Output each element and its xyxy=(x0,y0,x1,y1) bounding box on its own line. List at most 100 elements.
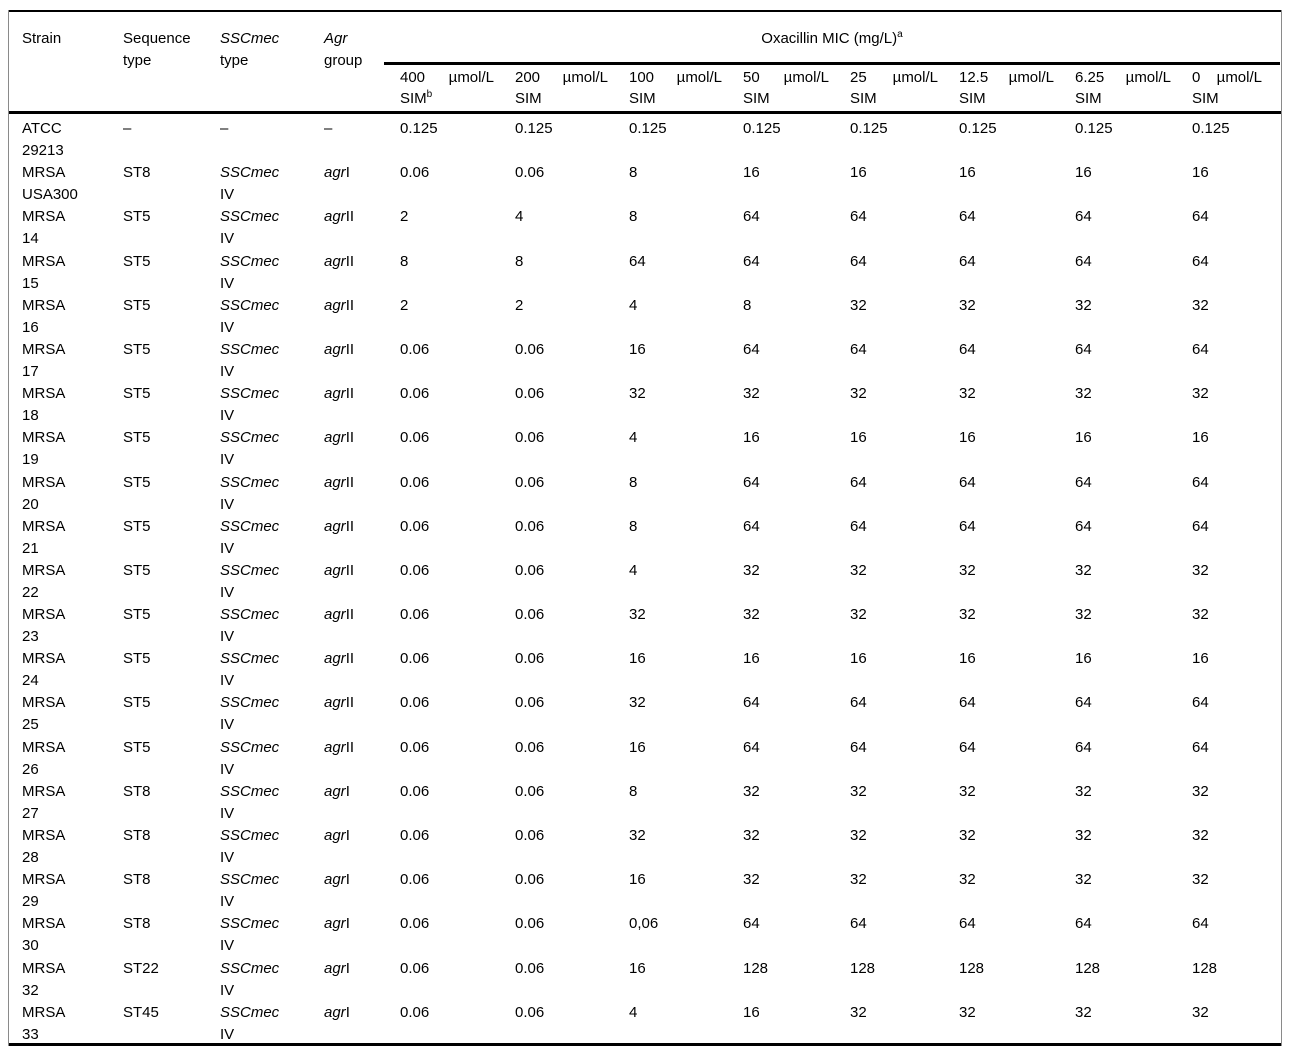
mic-value-cell: 32 xyxy=(850,871,867,889)
table-row: MRSA 22 ST5 SSCmec IV agrII 0.06 0.06 4 32 32 32 32 3… xyxy=(9,557,1281,601)
sccmec-type-cell: SSCmec IV xyxy=(220,429,280,469)
mic-value-cell: 32 xyxy=(1075,385,1092,403)
mic-value-cell: 8 xyxy=(400,252,409,270)
mic-value-cell: 0.06 xyxy=(515,473,545,491)
mic-value-cell: 2 xyxy=(400,296,409,314)
agr-group-cell: agrII xyxy=(324,208,355,226)
mic-value-cell: 64 xyxy=(850,517,867,535)
agr-group-cell: agrII xyxy=(324,694,355,712)
sccmec-type-cell: – xyxy=(220,120,229,137)
mic-value-cell: 64 xyxy=(959,517,976,535)
strain-cell: ATCC 29213 xyxy=(22,120,64,159)
agr-group-cell: agrII xyxy=(324,650,355,668)
sccmec-type-cell: SSCmec IV xyxy=(220,871,280,911)
sequence-type-cell: ST5 xyxy=(123,694,151,712)
mic-value-cell: 0.06 xyxy=(515,517,545,535)
mic-value-cell: 16 xyxy=(1192,429,1209,447)
sccmec-type-cell: SSCmec IV xyxy=(220,517,280,557)
mic-value-cell: 32 xyxy=(743,827,760,844)
mic-value-cell: 32 xyxy=(850,827,867,844)
table-row: MRSA 14 ST5 SSCmec IV agrII 2 4 8 64 64 64 64 64 xyxy=(9,203,1281,247)
table-row: MRSA 19 ST5 SSCmec IV agrII 0.06 0.06 4 16 16 16 16 1… xyxy=(9,424,1281,468)
sccmec-type-cell: SSCmec IV xyxy=(220,164,280,204)
mic-value-cell: 32 xyxy=(959,782,976,800)
strain-cell: MRSA 14 xyxy=(22,208,66,248)
agr-group-cell: agrI xyxy=(324,1003,350,1021)
mic-value-cell: 32 xyxy=(743,782,760,800)
sequence-type-cell: ST5 xyxy=(123,473,151,491)
table-row: MRSA 29 ST8 SSCmec IV agrI 0.06 0.06 16 32 32 32 32 3… xyxy=(9,866,1281,910)
mic-value-cell: 0.06 xyxy=(515,959,545,977)
table-row: MRSA 21 ST5 SSCmec IV agrII 0.06 0.06 8 64 64 64 64 6… xyxy=(9,513,1281,557)
mic-value-cell: 0.06 xyxy=(400,959,430,977)
mic-value-cell: 0.06 xyxy=(400,606,430,624)
agr-group-cell: agrII xyxy=(324,738,355,756)
mic-value-cell: 64 xyxy=(743,208,760,226)
table-bottom-rule xyxy=(9,1043,1281,1046)
mic-value-cell: 32 xyxy=(1075,782,1092,800)
sequence-type-cell: ST5 xyxy=(123,208,151,226)
mic-value-cell: 0.125 xyxy=(515,120,553,137)
mic-value-cell: 0.06 xyxy=(400,517,430,535)
table-row: MRSA 27 ST8 SSCmec IV agrI 0.06 0.06 8 32 32 32 32 32 xyxy=(9,778,1281,822)
sccmec-type-cell: SSCmec IV xyxy=(220,650,280,690)
mic-value-cell: 64 xyxy=(1075,517,1092,535)
mic-value-cell: 0.06 xyxy=(400,915,430,933)
mic-value-cell: 64 xyxy=(1192,340,1209,358)
mic-value-cell: 32 xyxy=(1192,296,1209,314)
mic-value-cell: 64 xyxy=(1192,738,1209,756)
footnote-marker-b: b xyxy=(426,89,433,100)
mic-value-cell: 32 xyxy=(1192,561,1209,579)
mic-value-cell: 0.06 xyxy=(515,915,545,933)
table-row: MRSA 26 ST5 SSCmec IV agrII 0.06 0.06 16 64 64 64 64… xyxy=(9,734,1281,778)
mic-value-cell: 64 xyxy=(959,694,976,712)
strain-cell: MRSA 16 xyxy=(22,296,66,336)
sequence-type-cell: ST5 xyxy=(123,606,151,624)
mic-value-cell: 64 xyxy=(959,473,976,491)
mic-value-cell: 32 xyxy=(629,606,646,624)
mic-value-cell: 4 xyxy=(629,561,638,579)
mic-value-cell: 32 xyxy=(1192,827,1209,844)
mic-value-cell: 16 xyxy=(1075,164,1092,182)
mic-value-cell: 64 xyxy=(1192,208,1209,226)
mic-value-cell: 64 xyxy=(1075,340,1092,358)
mic-value-cell: 0.125 xyxy=(743,120,781,137)
sequence-type-cell: ST5 xyxy=(123,385,151,403)
mic-value-cell: 0.06 xyxy=(400,1003,430,1021)
table-row: ATCC 29213 – – – 0.125 0.125 0.125 0.125 0.125 0.1… xyxy=(9,115,1281,159)
mic-value-cell: 0.06 xyxy=(400,340,430,358)
mic-value-cell: 32 xyxy=(1192,606,1209,624)
mic-value-cell: 128 xyxy=(1075,959,1101,977)
mic-value-cell: 64 xyxy=(850,208,867,226)
mic-value-cell: 32 xyxy=(629,827,646,844)
strain-cell: MRSA 25 xyxy=(22,694,66,734)
mic-value-cell: 16 xyxy=(850,650,867,668)
mic-value-cell: 64 xyxy=(959,738,976,756)
mic-value-cell: 64 xyxy=(1075,208,1092,226)
strain-cell: MRSA 20 xyxy=(22,473,66,513)
strain-cell: MRSA 32 xyxy=(22,959,66,999)
sccmec-type-cell: SSCmec IV xyxy=(220,827,280,866)
mic-value-cell: 0.06 xyxy=(515,164,545,182)
mic-subheader: 50 µmol/L SIM xyxy=(743,69,829,107)
table-row: MRSA 15 ST5 SSCmec IV agrII 8 8 64 64 64 64 64 64 xyxy=(9,248,1281,292)
mic-value-cell: 16 xyxy=(629,650,646,668)
mic-value-cell: 32 xyxy=(959,871,976,889)
mic-value-cell: 32 xyxy=(850,296,867,314)
agr-group-cell: agrII xyxy=(324,429,355,447)
agr-group-cell: agrII xyxy=(324,561,355,579)
mic-value-cell: 8 xyxy=(629,782,638,800)
footnote-marker-a: a xyxy=(897,29,903,40)
sccmec-type-cell: SSCmec IV xyxy=(220,296,280,336)
mic-value-cell: 64 xyxy=(850,252,867,270)
mic-subheader: 25 µmol/L SIM xyxy=(850,69,938,107)
mic-value-cell: 0.06 xyxy=(515,561,545,579)
mic-value-cell: 32 xyxy=(959,296,976,314)
mic-value-cell: 16 xyxy=(959,429,976,447)
sccmec-type-cell: SSCmec IV xyxy=(220,385,280,425)
sccmec-type-cell: SSCmec IV xyxy=(220,1003,280,1043)
sccmec-type-cell: SSCmec IV xyxy=(220,738,280,778)
mic-table: Strain Sequence type SSCmec type Agr gro… xyxy=(8,10,1282,1046)
mic-value-cell: 2 xyxy=(400,208,409,226)
mic-value-cell: 32 xyxy=(959,1003,976,1021)
